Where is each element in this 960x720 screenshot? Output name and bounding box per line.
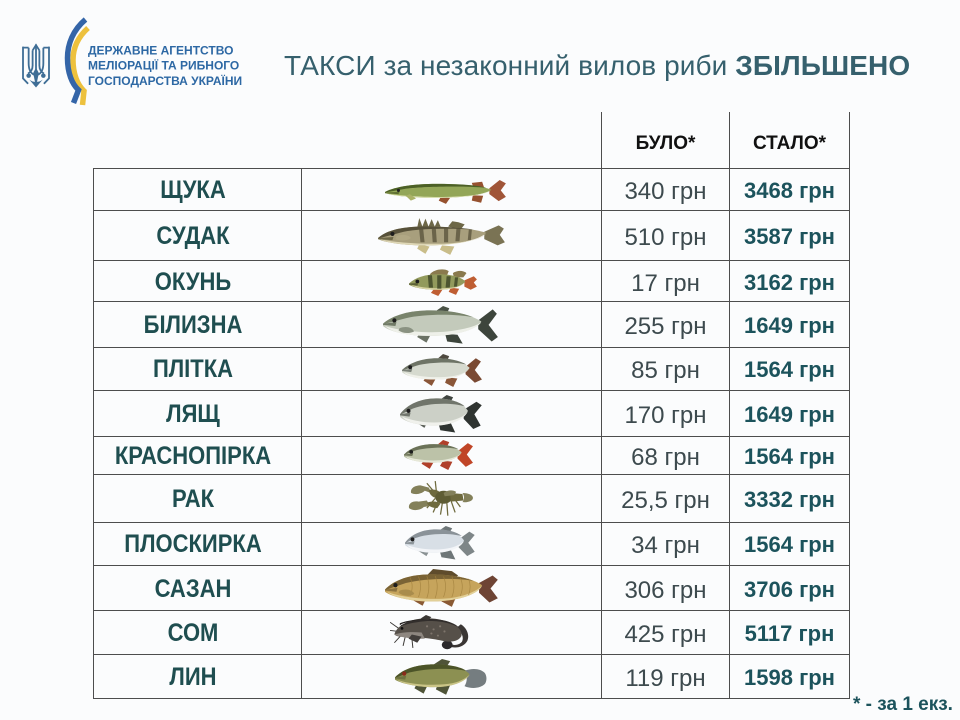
svg-text:МЕЛІОРАЦІЇ ТА РИБНОГО: МЕЛІОРАЦІЇ ТА РИБНОГО	[88, 58, 239, 73]
svg-text:ГОСПОДАРСТВА УКРАЇНИ: ГОСПОДАРСТВА УКРАЇНИ	[88, 73, 242, 88]
svg-text:ДЕРЖАВНЕ АГЕНТСТВО: ДЕРЖАВНЕ АГЕНТСТВО	[88, 43, 233, 57]
